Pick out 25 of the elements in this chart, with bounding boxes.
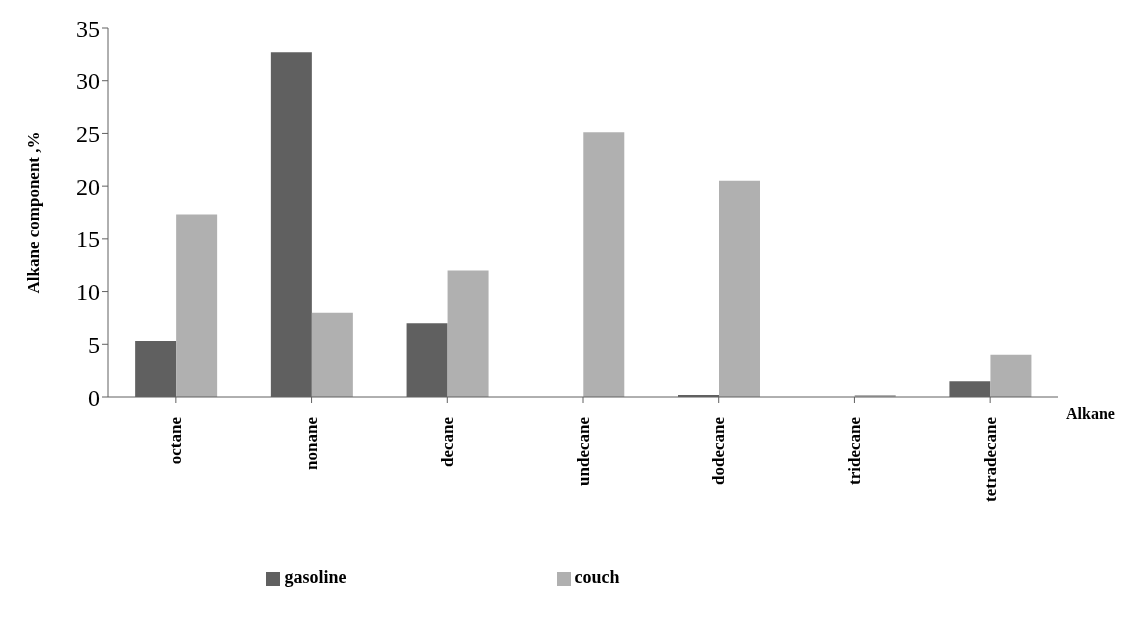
x-tick-label: dodecane — [709, 416, 729, 485]
y-tick-label: 20 — [76, 173, 100, 200]
legend-label: couch — [574, 567, 620, 587]
x-tick-label: nonane — [302, 416, 322, 470]
y-tick-label: 35 — [76, 15, 100, 42]
y-tick-label: 25 — [76, 120, 100, 147]
x-tick-label: undecane — [573, 416, 593, 486]
y-tick-label: 15 — [76, 226, 100, 253]
x-tick-label: decane — [437, 416, 457, 468]
bar — [583, 132, 625, 397]
x-tick-label: octane — [166, 416, 186, 465]
y-tick-label: 0 — [88, 384, 100, 411]
bar — [990, 354, 1032, 397]
x-axis-title: Alkane — [1066, 405, 1115, 422]
bar — [311, 312, 353, 397]
x-tick-label: tridecane — [844, 416, 864, 485]
bar — [719, 180, 760, 397]
legend-label: gasoline — [284, 567, 347, 587]
y-tick-label: 30 — [76, 68, 100, 95]
y-tick-label: 5 — [88, 331, 100, 358]
y-tick-label: 10 — [76, 279, 100, 306]
bar — [447, 270, 489, 397]
x-tick-label: tetradecane — [980, 416, 1000, 502]
y-axis-title: Alkane component ,% — [24, 131, 44, 294]
bar — [176, 214, 218, 397]
